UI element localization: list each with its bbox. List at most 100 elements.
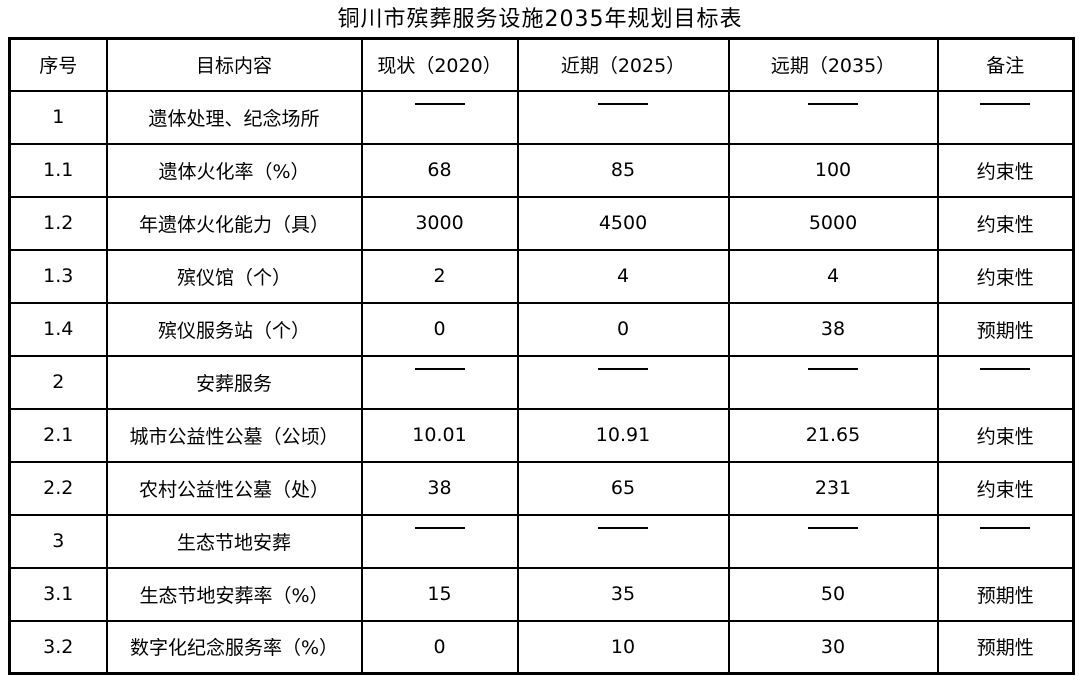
cell-note [936, 89, 1075, 145]
cell-v2020: 2 [360, 248, 519, 304]
column-header-v2025: 近期（2025） [516, 37, 730, 92]
cell-content: 年遗体火化能力（具） [105, 195, 363, 251]
em-dash [414, 367, 465, 370]
cell-no: 1.3 [8, 248, 108, 304]
cell-content: 安葬服务 [105, 354, 363, 410]
category-row: 3 生态节地安葬 [8, 513, 1075, 569]
cell-v2025: 0 [516, 301, 730, 357]
column-header-v2035: 远期（2035） [727, 37, 939, 92]
cell-v2020: 3000 [360, 195, 519, 251]
cell-content: 农村公益性公墓（处） [105, 460, 363, 516]
cell-v2020: 68 [360, 142, 519, 198]
category-row: 1 遗体处理、纪念场所 [8, 89, 1075, 145]
cell-note: 预期性 [936, 566, 1075, 622]
cell-v2025: 65 [516, 460, 730, 516]
em-dash [808, 102, 858, 105]
table-header-row: 序号 目标内容 现状（2020） 近期（2025） 远期（2035） 备注 [8, 37, 1075, 92]
cell-no: 3.1 [8, 566, 108, 622]
cell-note: 约束性 [936, 460, 1075, 516]
cell-content: 殡仪服务站（个） [105, 301, 363, 357]
em-dash [598, 367, 648, 370]
table-row: 2.1 城市公益性公墓（公顷） 10.01 10.91 21.65 约束性 [8, 407, 1075, 463]
cell-no: 1.4 [8, 301, 108, 357]
table-body: 1 遗体处理、纪念场所 1.1 遗体火化率（%） 68 85 100 约束性 1.2 年遗体火化能… [8, 89, 1075, 675]
em-dash [980, 367, 1031, 370]
cell-v2020: 15 [360, 566, 519, 622]
em-dash [980, 526, 1031, 529]
table-head: 序号 目标内容 现状（2020） 近期（2025） 远期（2035） 备注 [8, 37, 1075, 92]
cell-note: 约束性 [936, 195, 1075, 251]
em-dash [414, 526, 465, 529]
cell-note: 约束性 [936, 142, 1075, 198]
em-dash [598, 102, 648, 105]
cell-note: 约束性 [936, 407, 1075, 463]
cell-v2025: 4500 [516, 195, 730, 251]
cell-no: 3 [8, 513, 108, 569]
cell-v2020 [360, 354, 519, 410]
em-dash [980, 102, 1031, 105]
cell-no: 1.2 [8, 195, 108, 251]
cell-v2035: 21.65 [727, 407, 939, 463]
cell-content: 遗体火化率（%） [105, 142, 363, 198]
cell-note: 预期性 [936, 619, 1075, 675]
cell-v2025 [516, 89, 730, 145]
cell-v2035: 50 [727, 566, 939, 622]
cell-no: 3.2 [8, 619, 108, 675]
table-row: 1.2 年遗体火化能力（具） 3000 4500 5000 约束性 [8, 195, 1075, 251]
cell-content: 遗体处理、纪念场所 [105, 89, 363, 145]
cell-v2025 [516, 513, 730, 569]
column-header-no: 序号 [8, 37, 108, 92]
em-dash [598, 526, 648, 529]
cell-v2025: 10.91 [516, 407, 730, 463]
category-row: 2 安葬服务 [8, 354, 1075, 410]
table-row: 3.1 生态节地安葬率（%） 15 35 50 预期性 [8, 566, 1075, 622]
cell-note: 约束性 [936, 248, 1075, 304]
cell-content: 数字化纪念服务率（%） [105, 619, 363, 675]
cell-no: 2 [8, 354, 108, 410]
cell-v2020: 38 [360, 460, 519, 516]
cell-no: 1 [8, 89, 108, 145]
em-dash [808, 367, 858, 370]
page-title: 铜川市殡葬服务设施2035年规划目标表 [337, 7, 743, 32]
cell-v2020: 10.01 [360, 407, 519, 463]
column-header-note: 备注 [936, 37, 1075, 92]
cell-v2025: 35 [516, 566, 730, 622]
cell-no: 2.1 [8, 407, 108, 463]
cell-v2035: 231 [727, 460, 939, 516]
cell-v2020 [360, 89, 519, 145]
cell-note: 预期性 [936, 301, 1075, 357]
cell-v2035: 4 [727, 248, 939, 304]
cell-no: 1.1 [8, 142, 108, 198]
cell-v2035: 30 [727, 619, 939, 675]
column-header-content: 目标内容 [105, 37, 363, 92]
column-header-v2020: 现状（2020） [360, 37, 519, 92]
cell-content: 生态节地安葬 [105, 513, 363, 569]
em-dash [414, 102, 465, 105]
table-row: 2.2 农村公益性公墓（处） 38 65 231 约束性 [8, 460, 1075, 516]
cell-v2025: 4 [516, 248, 730, 304]
table-row: 1.1 遗体火化率（%） 68 85 100 约束性 [8, 142, 1075, 198]
cell-v2020: 0 [360, 301, 519, 357]
cell-v2025: 10 [516, 619, 730, 675]
cell-v2020 [360, 513, 519, 569]
cell-note [936, 513, 1075, 569]
cell-v2035 [727, 89, 939, 145]
cell-content: 殡仪馆（个） [105, 248, 363, 304]
cell-v2025: 85 [516, 142, 730, 198]
cell-content: 城市公益性公墓（公顷） [105, 407, 363, 463]
cell-v2035 [727, 513, 939, 569]
table-row: 1.4 殡仪服务站（个） 0 0 38 预期性 [8, 301, 1075, 357]
em-dash [808, 526, 858, 529]
table-row: 1.3 殡仪馆（个） 2 4 4 约束性 [8, 248, 1075, 304]
cell-note [936, 354, 1075, 410]
cell-v2035: 100 [727, 142, 939, 198]
cell-content: 生态节地安葬率（%） [105, 566, 363, 622]
cell-v2035 [727, 354, 939, 410]
cell-v2035: 38 [727, 301, 939, 357]
cell-no: 2.2 [8, 460, 108, 516]
cell-v2035: 5000 [727, 195, 939, 251]
cell-v2020: 0 [360, 619, 519, 675]
cell-v2025 [516, 354, 730, 410]
table-row: 3.2 数字化纪念服务率（%） 0 10 30 预期性 [8, 619, 1075, 675]
